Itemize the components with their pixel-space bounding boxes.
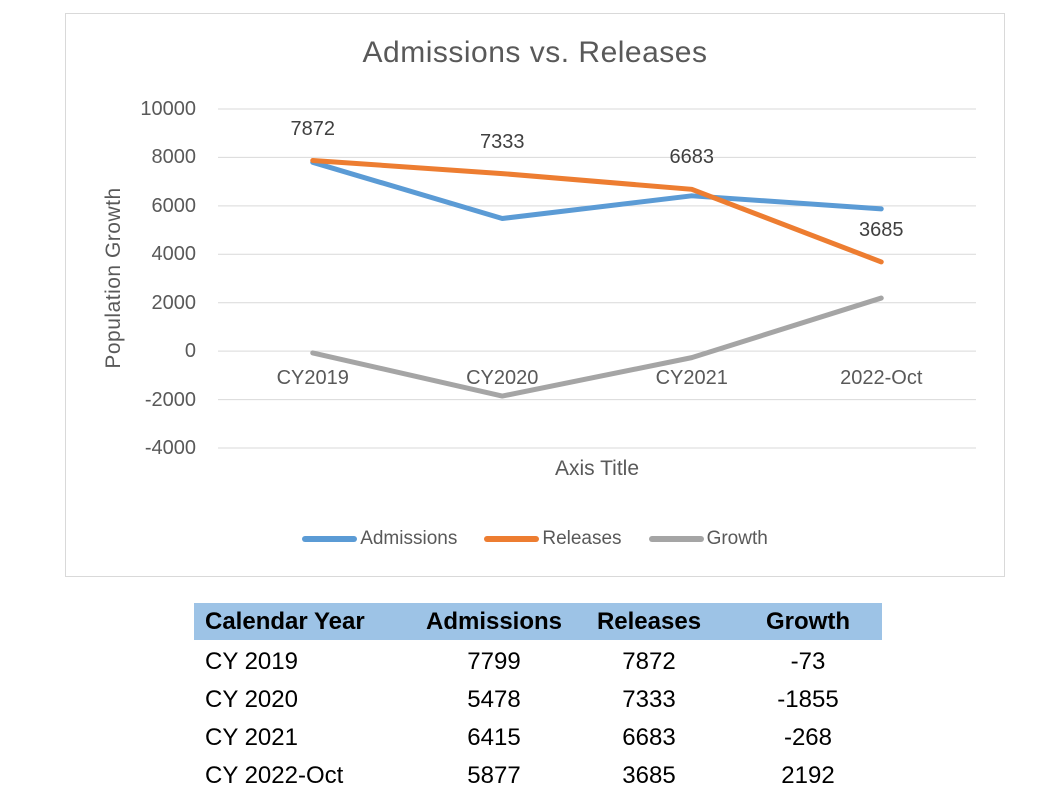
x-axis-category-label: 2022-Oct [840, 367, 923, 389]
table-cell[interactable]: 7872 [622, 648, 676, 675]
y-axis-title: Population Growth [102, 187, 125, 369]
y-axis-tick-label: 0 [184, 340, 196, 363]
table-cell[interactable]: 6415 [467, 724, 521, 751]
table-cell[interactable]: -73 [790, 648, 826, 675]
y-axis-tick-label: 8000 [151, 146, 197, 169]
legend-label: Admissions [360, 528, 458, 549]
legend-entry-releases: Releases [484, 528, 622, 550]
table-header-cell: Releases [596, 607, 702, 635]
table-cell[interactable]: CY 2022-Oct [205, 762, 344, 789]
legend-swatch-icon [484, 536, 540, 542]
table-cell[interactable]: 7333 [622, 686, 676, 713]
legend-entry-growth: Growth [648, 528, 768, 550]
line-chart-plot [218, 108, 976, 449]
table-row: CY 2019 7799 7872 -73 [194, 643, 882, 681]
table-cell[interactable]: CY 2021 [205, 724, 298, 751]
series-line-releases [310, 158, 884, 265]
table-header-row: Calendar Year Admissions Releases Growth [194, 603, 882, 640]
chart-legend: Admissions Releases Growth [66, 528, 1004, 550]
table-cell[interactable]: -268 [783, 724, 833, 751]
series-data-label: 6683 [669, 146, 715, 169]
series-data-label: 7333 [480, 130, 525, 153]
chart-title: Admissions vs. Releases [362, 36, 708, 69]
y-axis-tick-label: 6000 [151, 194, 197, 217]
series-line-growth [310, 295, 884, 399]
x-axis-category-label: CY2021 [655, 367, 728, 389]
legend-swatch-icon [302, 536, 358, 542]
x-axis-title: Axis Title [554, 457, 640, 480]
y-axis-tick-label: -4000 [144, 437, 196, 459]
table-row: CY 2021 6415 6683 -268 [194, 719, 882, 757]
table-cell[interactable]: 3685 [622, 762, 676, 789]
table-body: CY 2019 7799 7872 -73 CY 2020 5478 7333 -1855 CY… [194, 643, 882, 795]
legend-entry-admissions: Admissions [302, 528, 457, 550]
table-row: CY 2022-Oct 5877 3685 2192 [194, 757, 882, 795]
y-axis-tick-label: 4000 [151, 243, 197, 266]
x-axis-category-label: CY2019 [276, 367, 349, 389]
table-cell[interactable]: 7799 [467, 648, 521, 675]
table-cell[interactable]: CY 2020 [205, 686, 298, 713]
series-line-admissions [310, 159, 884, 221]
table-cell[interactable]: -1855 [777, 686, 839, 713]
table-row: CY 2020 5478 7333 -1855 [194, 681, 882, 719]
y-axis-tick-label: -2000 [144, 388, 196, 411]
table-cell[interactable]: 6683 [622, 724, 676, 751]
y-axis-tick-label: 10000 [140, 98, 196, 120]
table-cell[interactable]: CY 2019 [205, 648, 298, 675]
table-cell[interactable]: 2192 [781, 762, 835, 789]
legend-label: Growth [706, 528, 768, 549]
legend-label: Releases [542, 528, 622, 549]
table-cell[interactable]: 5877 [467, 762, 521, 789]
data-table: Calendar Year Admissions Releases Growth CY… [194, 603, 882, 795]
series-data-label: 3685 [859, 218, 904, 241]
series-data-label: 7872 [290, 117, 336, 140]
table-header-cell: Admissions [425, 607, 563, 635]
chart-card[interactable]: Admissions vs. Releases Population Growt… [65, 13, 1005, 577]
y-axis-tick-label: 2000 [151, 291, 197, 314]
table-header-cell: Growth [766, 607, 850, 635]
table-cell[interactable]: 5478 [467, 686, 521, 713]
table-header-cell: Calendar Year [205, 607, 365, 635]
legend-swatch-icon [648, 536, 704, 542]
x-axis-category-label: CY2020 [466, 367, 539, 389]
